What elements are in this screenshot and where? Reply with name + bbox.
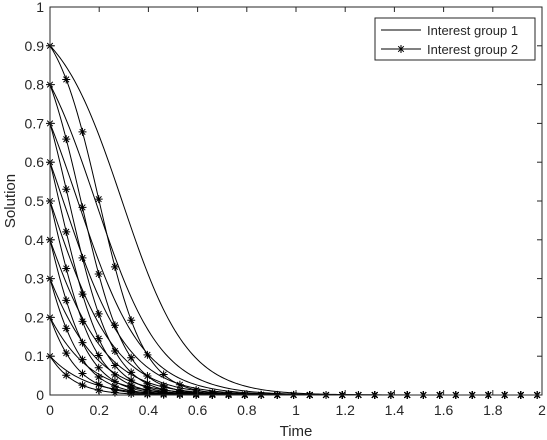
x-tick-label: 1 (292, 402, 300, 418)
group-2-marker (78, 355, 87, 364)
x-tick-label: 1.8 (483, 402, 503, 418)
group-2-marker (94, 380, 103, 389)
group-2-marker (62, 185, 71, 194)
group-2-curve-2 (49, 317, 542, 396)
group-2-marker (78, 381, 87, 390)
y-tick-label: 0.8 (25, 77, 45, 93)
group-2-marker (110, 347, 119, 356)
group-2-marker (175, 386, 184, 395)
legend-box (374, 17, 536, 61)
ticks-layer: 0 0.2 0.4 0.6 0.8 1 1.2 1.4 1.6 1.8 2 0 0.1 0.2 0.3 0.4… (25, 0, 547, 418)
y-tick-label: 0.6 (25, 154, 45, 170)
x-tick-label: 2 (538, 402, 546, 418)
x-axis-label: Time (280, 423, 313, 440)
group-2-marker (78, 203, 87, 212)
y-tick-label: 1 (36, 0, 44, 15)
group-2-curve-8 (49, 84, 542, 396)
y-tick-label: 0.2 (25, 309, 45, 325)
group-2-marker (94, 351, 103, 360)
group-2-marker (62, 227, 71, 236)
group-2-marker (240, 390, 249, 399)
x-tick-label: 1.4 (385, 402, 405, 418)
group-2-marker (208, 388, 217, 397)
group-2-marker (94, 270, 103, 279)
x-tick-label: 0.2 (89, 402, 109, 418)
group-1-curve-2 (49, 317, 542, 396)
group-2-marker (78, 369, 87, 378)
group-2-marker (110, 321, 119, 330)
x-tick-label: 0.8 (237, 402, 257, 418)
group-2-marker (62, 371, 71, 380)
group-2-marker (94, 373, 103, 382)
group-2-marker (62, 349, 71, 358)
group-2-marker (127, 376, 136, 385)
group-2-marker (143, 350, 152, 359)
group-2-marker (192, 385, 201, 394)
group-2-marker (62, 296, 71, 305)
plot-frame (49, 6, 543, 396)
y-axis-label: Solution (2, 174, 19, 228)
y-tick-label: 0.5 (25, 193, 45, 209)
x-tick-label: 1.2 (335, 402, 355, 418)
group-2-marker (94, 309, 103, 318)
x-tick-label: 0 (46, 402, 54, 418)
group-2-marker (62, 324, 71, 333)
group-2-marker (78, 253, 87, 262)
group-2-marker (94, 363, 103, 372)
group-2-marker (62, 75, 71, 84)
group-2-marker (110, 377, 119, 386)
group-1-curve-8 (49, 84, 542, 396)
y-tick-label: 0.4 (25, 232, 45, 248)
y-tick-label: 0.7 (25, 115, 45, 131)
group-2-marker (127, 316, 136, 325)
group-2-marker (159, 370, 168, 379)
group-2-marker (127, 368, 136, 377)
group-2-marker (62, 264, 71, 273)
legend-entry-group-1: Interest group 1 (427, 23, 518, 38)
group-2-marker (110, 361, 119, 370)
x-tick-label: 0.6 (188, 402, 208, 418)
group-2-marker (78, 290, 87, 299)
group-2-marker (127, 380, 136, 389)
group-2-marker (143, 372, 152, 381)
group-2-marker (175, 380, 184, 389)
group-2-marker (159, 381, 168, 390)
group-2-marker (94, 334, 103, 343)
group-2-marker (78, 338, 87, 347)
y-tick-label: 0.9 (25, 38, 45, 54)
group-2-marker (110, 370, 119, 379)
x-tick-label: 1.6 (434, 402, 454, 418)
group-2-marker (78, 127, 87, 136)
group-2-marker (62, 135, 71, 144)
legend-asterisk-glyph (397, 45, 405, 53)
group-2-marker (110, 262, 119, 271)
group-2-marker (127, 353, 136, 362)
y-tick-label: 0.1 (25, 348, 45, 364)
legend-asterisk-marker (397, 45, 405, 53)
group-2-marker (110, 382, 119, 391)
legend-entry-group-2: Interest group 2 (427, 42, 518, 57)
series-layer (46, 41, 542, 399)
group-1-curve-7 (49, 123, 542, 396)
group-2-marker (143, 379, 152, 388)
group-2-marker (224, 389, 233, 398)
group-2-marker (94, 195, 103, 204)
group-2-curve-7 (49, 123, 542, 396)
legend: Interest group 1 Interest group 2 (374, 17, 536, 61)
group-1-curve-3 (49, 278, 542, 396)
y-tick-label: 0 (36, 387, 44, 403)
group-2-marker (78, 317, 87, 326)
x-tick-label: 0.4 (139, 402, 159, 418)
group-2-curve-3 (49, 278, 542, 396)
y-tick-label: 0.3 (25, 271, 45, 287)
